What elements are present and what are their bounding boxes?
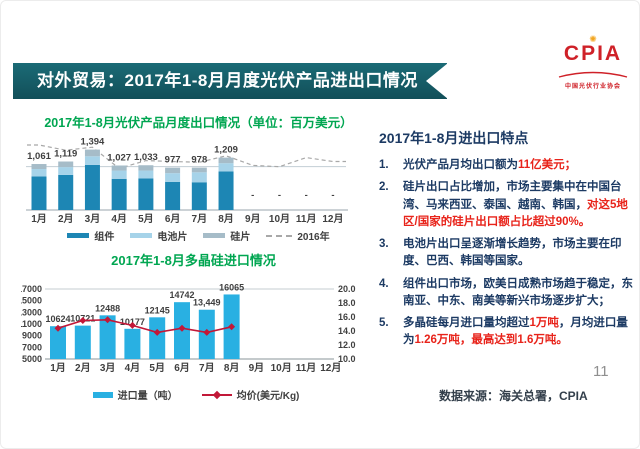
- svg-text:6月: 6月: [174, 362, 190, 374]
- key-points-panel: 2017年1-8月进出口特点 1. 光伏产品月均出口额为11亿美元； 2. 硅片出口占…: [379, 128, 633, 355]
- diamond-marker-icon: [212, 390, 221, 399]
- svg-text:5月: 5月: [138, 213, 154, 225]
- svg-text:12.0: 12.0: [338, 340, 356, 350]
- key-point-item-2: 2. 硅片出口占比增加，市场主要集中在中国台湾、马来西亚、泰国、越南、韩国，对这5…: [379, 181, 628, 228]
- slide-title: 对外贸易：2017年1-8月月度光伏产品进出口情况: [37, 71, 418, 90]
- svg-text:1,209: 1,209: [214, 145, 238, 156]
- svg-text:18.0: 18.0: [338, 298, 356, 308]
- svg-text:1,119: 1,119: [54, 149, 77, 160]
- svg-text:11月: 11月: [296, 213, 317, 225]
- svg-text:7000: 7000: [22, 342, 42, 352]
- svg-text:-: -: [251, 190, 254, 201]
- legend-item-module: 组件: [67, 228, 114, 243]
- svg-text:3月: 3月: [100, 362, 116, 374]
- key-points-heading: 2017年1-8月进出口特点: [379, 130, 529, 146]
- svg-text:-: -: [331, 190, 334, 201]
- svg-text:1月: 1月: [50, 362, 66, 374]
- svg-text:9月: 9月: [245, 213, 261, 225]
- svg-text:1月: 1月: [31, 213, 47, 225]
- svg-text:5000: 5000: [22, 354, 42, 364]
- svg-text:2月: 2月: [75, 362, 91, 374]
- banner-arrow-notch: [426, 63, 448, 99]
- logo-sun-icon: ✺: [589, 34, 597, 44]
- key-point-item-1: 1. 光伏产品月均出口额为11亿美元；: [379, 159, 577, 171]
- svg-text:4月: 4月: [125, 362, 141, 374]
- key-point-item-4: 4. 组件出口市场，欧美日成熟市场趋于稳定，东南亚、中东、南美等新兴市场逐步扩大；: [379, 277, 633, 307]
- svg-text:1,033: 1,033: [134, 152, 158, 163]
- svg-text:9月: 9月: [249, 362, 265, 374]
- svg-text:17000: 17000: [21, 284, 42, 294]
- logo-arc: [558, 71, 628, 78]
- svg-text:16.0: 16.0: [338, 312, 356, 322]
- svg-text:6月: 6月: [165, 213, 181, 225]
- logo-text: CPIA: [563, 42, 623, 65]
- svg-text:4月: 4月: [111, 213, 127, 225]
- svg-text:9000: 9000: [22, 331, 42, 341]
- svg-text:8月: 8月: [218, 213, 234, 225]
- legend-item-2016: 2016年: [266, 228, 330, 243]
- cpia-logo: ✺ CPIA 中国光伏行业协会: [550, 35, 636, 97]
- export-chart-title: 2017年1-8月光伏产品月度出口情况（单位：百万美元）: [44, 116, 353, 130]
- module-swatch: [67, 233, 90, 238]
- data-source-note: 数据来源：海关总署，CPIA: [439, 389, 588, 403]
- svg-text:16065: 16065: [219, 282, 244, 292]
- svg-text:-: -: [278, 190, 281, 201]
- slide-title-banner: 对外贸易：2017年1-8月月度光伏产品进出口情况: [13, 63, 448, 99]
- svg-text:3月: 3月: [85, 213, 101, 225]
- wafer-swatch: [203, 233, 226, 238]
- svg-text:10.0: 10.0: [338, 354, 356, 364]
- dashed-line-swatch: [266, 234, 293, 237]
- svg-text:15000: 15000: [21, 296, 42, 306]
- key-point-item-5: 5. 多晶硅每月进口量均超过1万吨，月均进口量为1.26万吨，最高达到1.6万吨。: [379, 317, 628, 347]
- svg-text:20.0: 20.0: [338, 284, 356, 294]
- svg-text:5月: 5月: [149, 362, 165, 374]
- key-point-item-3: 3. 电池片出口呈逐渐增长趋势，市场主要在印度、巴西、韩国等国家。: [379, 238, 622, 268]
- svg-text:10177: 10177: [120, 317, 145, 327]
- svg-text:977: 977: [165, 155, 181, 166]
- svg-text:1,394: 1,394: [81, 137, 105, 148]
- svg-text:12488: 12488: [95, 303, 120, 313]
- svg-text:978: 978: [191, 155, 207, 166]
- legend-item-wafer: 硅片: [203, 228, 250, 243]
- import-volume-swatch: [92, 391, 113, 398]
- svg-text:14742: 14742: [169, 290, 194, 300]
- legend-item-import-volume: 进口量（吨）: [92, 387, 178, 402]
- polysilicon-chart-legend: 进口量（吨） 均价(美元/Kg): [21, 387, 371, 402]
- export-chart-legend: 组件 电池片 硅片 2016年: [26, 228, 371, 243]
- export-stacked-bar-chart: 1,061 1月 1,119 2月 1,394 3月 1,027 4月 1,033 5月 977 6月…: [26, 137, 348, 225]
- svg-text:13000: 13000: [21, 307, 42, 317]
- svg-text:7月: 7月: [199, 362, 215, 374]
- page-number: 11: [593, 363, 609, 380]
- svg-text:1,027: 1,027: [107, 152, 131, 163]
- svg-text:2月: 2月: [58, 213, 74, 225]
- cell-swatch: [130, 233, 153, 238]
- svg-text:8月: 8月: [224, 362, 240, 374]
- svg-text:12145: 12145: [145, 305, 170, 315]
- svg-text:-: -: [305, 190, 308, 201]
- svg-text:11000: 11000: [21, 319, 42, 329]
- svg-text:10月: 10月: [271, 362, 292, 374]
- svg-text:7月: 7月: [192, 213, 208, 225]
- svg-text:10月: 10月: [269, 213, 290, 225]
- legend-item-avg-price: 均价(美元/Kg): [201, 387, 299, 402]
- svg-text:11月: 11月: [296, 362, 317, 374]
- svg-text:12月: 12月: [322, 213, 343, 225]
- logo-subtitle: 中国光伏行业协会: [564, 84, 621, 90]
- svg-text:13,449: 13,449: [193, 298, 221, 308]
- polysilicon-chart-title: 2017年1-8月多晶硅进口情况: [111, 253, 276, 268]
- svg-text:10624: 10624: [45, 314, 70, 324]
- svg-text:1,061: 1,061: [27, 151, 51, 162]
- svg-text:14.0: 14.0: [338, 326, 356, 336]
- legend-item-cell: 电池片: [130, 228, 187, 243]
- key-points-list: 1. 光伏产品月均出口额为11亿美元； 2. 硅片出口占比增加，市场主要集中在中国台湾…: [379, 157, 633, 350]
- price-line-swatch: [201, 390, 232, 399]
- svg-text:12月: 12月: [320, 362, 341, 374]
